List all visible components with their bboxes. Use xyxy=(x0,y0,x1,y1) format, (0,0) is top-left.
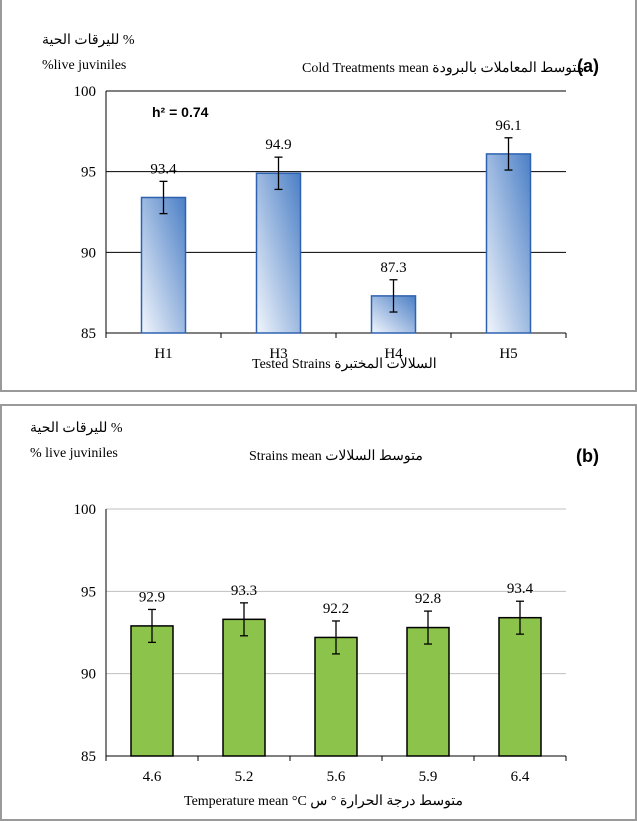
ylabel-english: %live juviniles xyxy=(42,58,127,73)
y-tick-label: 100 xyxy=(74,84,97,100)
data-label: 92.8 xyxy=(415,591,441,607)
data-label: 93.4 xyxy=(150,161,177,177)
ylabel-arabic: % لليرقات الحية xyxy=(42,33,135,48)
x-tick-label: H3 xyxy=(269,346,287,362)
y-tick-label: 95 xyxy=(81,584,96,600)
panel-tag: (b) xyxy=(576,446,599,466)
x-tick-label: H4 xyxy=(384,346,403,362)
bar xyxy=(140,196,187,334)
data-label: 94.9 xyxy=(265,137,291,153)
x-tick-label: H1 xyxy=(154,346,172,362)
data-label: 87.3 xyxy=(380,260,406,276)
chart-a: 85 90 95 100 93.4 H1 94.9 H3 87.3 H4 96.1 H5 xyxy=(74,84,567,362)
y-tick-label: 95 xyxy=(81,165,96,181)
chart-title: Cold Treatments mean متوسط المعاملات بال… xyxy=(302,61,585,76)
y-tick-label: 90 xyxy=(81,667,96,683)
x-tick-label: 6.4 xyxy=(511,769,530,785)
chart-b: 85 90 95 100 92.9 4.6 93.3 5.2 92.2 5.6 92.8 5.9 93.… xyxy=(74,502,567,785)
ylabel-arabic: % لليرقات الحية xyxy=(30,421,123,436)
data-label: 93.4 xyxy=(507,581,534,597)
y-tick-label: 90 xyxy=(81,245,96,261)
bar xyxy=(222,618,266,757)
bar xyxy=(406,626,450,757)
x-tick-label: 5.2 xyxy=(235,769,254,785)
y-tick-label: 85 xyxy=(81,749,96,765)
data-label: 92.2 xyxy=(323,601,349,617)
x-tick-label: 5.9 xyxy=(419,769,438,785)
ylabel-english: % live juviniles xyxy=(30,446,118,461)
x-tick-label: 4.6 xyxy=(143,769,162,785)
bar xyxy=(498,616,542,757)
chart-title: Strains mean متوسط السلالات xyxy=(249,449,423,464)
x-axis-label: Tested Strains السلالات المختبرة xyxy=(252,357,437,372)
data-label: 96.1 xyxy=(495,118,521,134)
bar xyxy=(314,636,358,757)
x-tick-label: H5 xyxy=(499,346,517,362)
heritability-label: h² = 0.74 xyxy=(152,104,209,120)
data-label: 92.9 xyxy=(139,589,165,605)
y-tick-label: 85 xyxy=(81,326,96,342)
x-tick-label: 5.6 xyxy=(327,769,346,785)
data-label: 93.3 xyxy=(231,583,257,599)
panel-tag: (a) xyxy=(577,56,599,76)
x-axis-label: Temperature mean °C متوسط درجة الحرارة °… xyxy=(184,794,464,809)
y-tick-label: 100 xyxy=(74,502,97,518)
bar xyxy=(485,153,532,334)
bar xyxy=(130,625,174,757)
bar xyxy=(255,172,302,334)
